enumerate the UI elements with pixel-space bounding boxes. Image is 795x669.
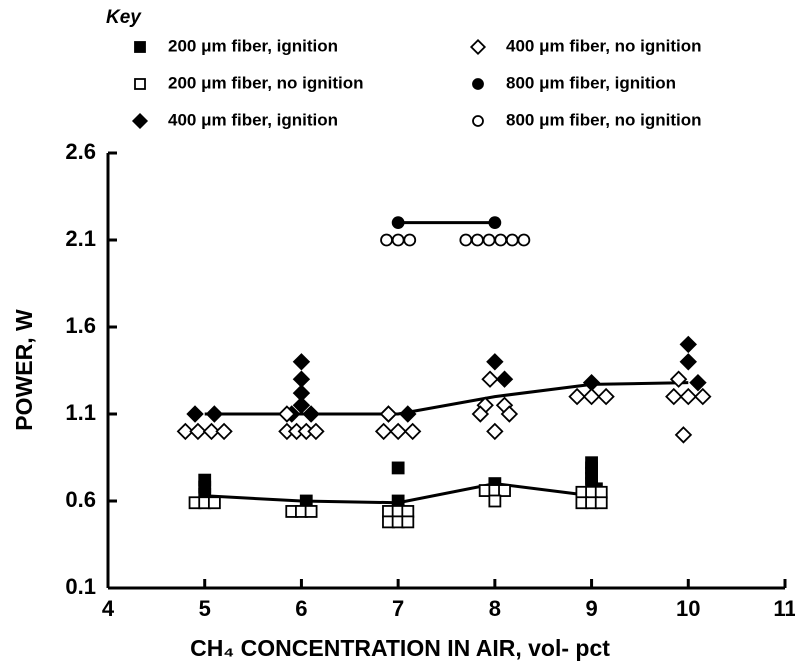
circle-marker (517, 233, 531, 247)
diamond-marker (292, 353, 311, 371)
square-marker (391, 461, 405, 475)
diamond-marker (469, 38, 487, 56)
diamond-marker (689, 373, 707, 392)
diamond-marker (500, 405, 519, 423)
diamond-marker (307, 422, 325, 441)
diamond-marker (215, 422, 233, 441)
y-axis-label: POWER, W (11, 309, 37, 431)
y-tick-label: 2.1 (65, 226, 96, 251)
diamond-marker (486, 353, 504, 371)
x-tick-label: 7 (392, 596, 404, 621)
diamond-marker (278, 405, 296, 423)
diamond-marker (481, 370, 499, 388)
diamond-marker (399, 405, 417, 423)
legend-label: 200 μm fiber, ignition (168, 36, 338, 55)
x-tick-label: 4 (102, 596, 115, 621)
x-axis-label: CH₄ CONCENTRATION IN AIR, vol- pct (190, 635, 610, 661)
circle-marker (380, 233, 393, 247)
y-tick-label: 1.1 (65, 400, 96, 425)
diamond-marker (202, 422, 221, 441)
legend-label: 800 μm fiber, no ignition (506, 110, 702, 129)
trend-line (204, 381, 689, 416)
diamond-marker (674, 426, 693, 444)
diamond-marker (665, 387, 683, 406)
x-tick-label: 9 (585, 596, 597, 621)
diamond-marker (292, 370, 311, 388)
diamond-marker (486, 422, 504, 441)
circle-marker (494, 233, 508, 247)
legend-label: 400 μm fiber, no ignition (506, 36, 702, 55)
diamond-marker (176, 422, 195, 441)
x-tick-label: 11 (773, 596, 795, 621)
circle-marker (472, 78, 484, 90)
square-marker (304, 505, 318, 518)
legend-label: 800 μm fiber, ignition (506, 73, 676, 92)
diamond-marker (679, 387, 697, 406)
square-marker (134, 78, 146, 90)
square-marker (401, 505, 415, 518)
diamond-marker (374, 422, 393, 441)
circle-marker (482, 233, 496, 247)
legend-label: 200 μm fiber, no ignition (168, 73, 364, 92)
x-tick-label: 8 (489, 596, 501, 621)
diamond-marker (679, 353, 697, 371)
circle-marker (488, 216, 502, 230)
y-tick-label: 0.6 (65, 487, 96, 512)
circle-marker (391, 216, 405, 230)
circle-marker (472, 115, 484, 127)
diamond-marker (186, 405, 204, 423)
square-marker (207, 496, 221, 510)
square-marker (498, 484, 511, 497)
circle-marker (505, 233, 519, 247)
legend-title: Key (106, 7, 142, 28)
square-marker (594, 485, 608, 499)
square-marker (594, 496, 608, 510)
x-tick-label: 10 (676, 596, 700, 621)
diamond-marker (389, 422, 407, 441)
circle-marker (403, 233, 417, 247)
diamond-marker (471, 405, 490, 423)
diamond-marker (292, 396, 311, 414)
diamond-marker (189, 422, 207, 441)
x-tick-label: 6 (295, 596, 307, 621)
square-marker (391, 494, 405, 508)
diamond-marker (379, 405, 398, 423)
square-marker (488, 494, 502, 508)
diamond-marker (495, 370, 514, 388)
y-tick-label: 0.1 (65, 574, 96, 599)
x-tick-label: 5 (199, 596, 211, 621)
legend-label: 400 μm fiber, ignition (168, 110, 338, 129)
diamond-marker (302, 405, 320, 423)
square-marker (401, 515, 415, 529)
circle-marker (391, 233, 405, 247)
diamond-marker (669, 370, 688, 388)
diamond-marker (694, 387, 712, 406)
square-marker (134, 41, 146, 53)
circle-marker (471, 233, 484, 247)
y-tick-label: 1.6 (65, 313, 96, 338)
circle-marker (459, 233, 473, 247)
diamond-marker (582, 387, 601, 406)
diamond-marker (582, 373, 601, 392)
diamond-marker (403, 422, 422, 441)
diamond-marker (597, 387, 615, 406)
diamond-marker (679, 335, 697, 354)
square-marker (299, 494, 313, 508)
diamond-marker (131, 112, 149, 130)
diamond-marker (205, 405, 224, 423)
y-tick-label: 2.6 (65, 139, 96, 164)
diamond-marker (568, 387, 586, 406)
